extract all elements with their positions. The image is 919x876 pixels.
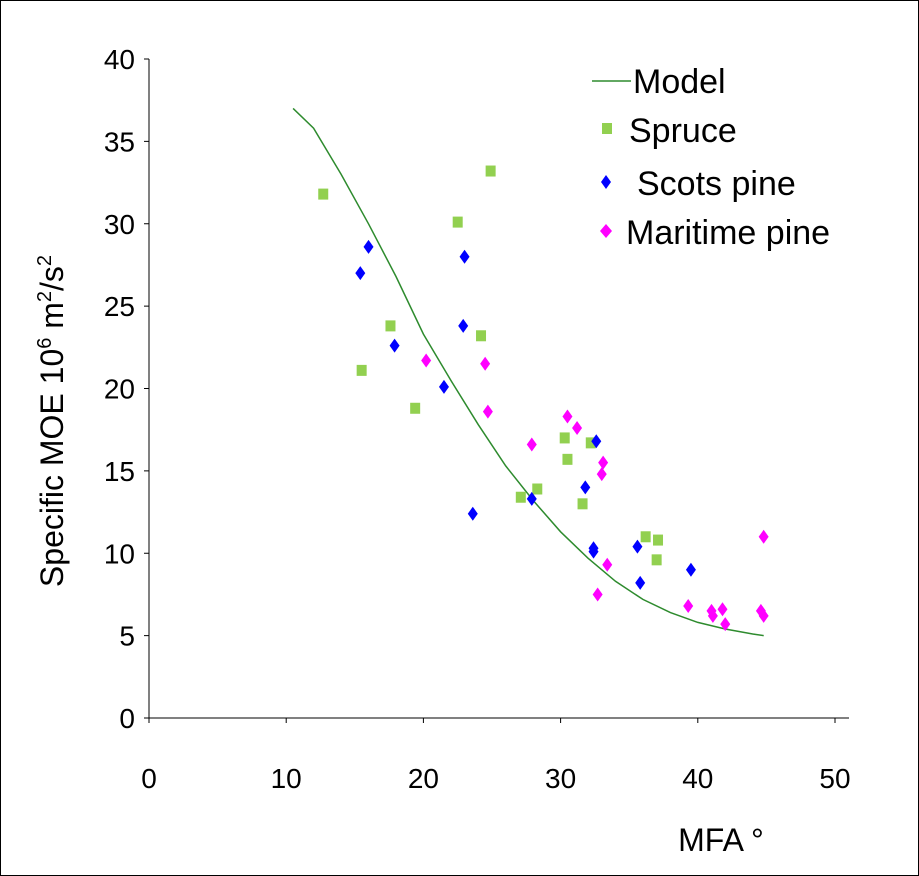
- maritime-pine-point: [480, 356, 491, 371]
- legend-maritime-pine-swatch: [600, 224, 612, 238]
- spruce-point: [585, 437, 596, 449]
- scots-pine-point: [685, 562, 696, 577]
- y-tick-label: 15: [104, 456, 135, 487]
- x-tick-label: 10: [271, 763, 302, 794]
- y-axis-label: Specific MOE 106 m2/s2: [34, 255, 70, 587]
- spruce-point: [653, 534, 664, 546]
- legend-scots-pine-label: Scots pine: [637, 165, 796, 203]
- x-tick-label: 0: [141, 763, 157, 794]
- scots-pine-point: [363, 239, 374, 254]
- scots-pine-point: [588, 544, 599, 559]
- x-axis-label: MFA °: [678, 822, 764, 858]
- maritime-pine-point: [720, 617, 731, 632]
- y-tick-label: 40: [104, 44, 135, 75]
- spruce-point: [651, 554, 662, 566]
- maritime-pine-point: [717, 602, 728, 617]
- legend-model-label: Model: [633, 63, 726, 101]
- scots-pine-point: [526, 491, 537, 506]
- y-axis-label-tail: /s: [34, 266, 70, 291]
- maritime-pine-point: [482, 404, 493, 419]
- maritime-pine-point: [602, 557, 613, 572]
- y-tick-label: 20: [104, 374, 135, 405]
- scots-pine-point: [438, 379, 449, 394]
- spruce-point: [476, 330, 487, 342]
- maritime-pine-point: [572, 421, 583, 436]
- y-tick-label: 35: [104, 126, 135, 157]
- maritime-pine-point: [596, 467, 607, 482]
- x-tick-label: 30: [545, 763, 576, 794]
- x-tick-label: 20: [408, 763, 439, 794]
- y-tick-label: 5: [119, 621, 135, 652]
- maritime-pine-point: [758, 608, 769, 623]
- y-axis-label-sup-2b: 2: [34, 255, 56, 266]
- y-tick-label: 25: [104, 291, 135, 322]
- x-tick-label: 40: [682, 763, 713, 794]
- maritime-pine-point: [526, 437, 537, 452]
- scots-pine-point: [355, 266, 366, 281]
- scots-pine-point: [467, 506, 478, 521]
- y-tick-label: 0: [119, 703, 135, 734]
- scots-pine-point: [591, 434, 602, 449]
- spruce-point: [562, 453, 573, 465]
- maritime-pine-point: [707, 608, 718, 623]
- y-tick-label: 30: [104, 209, 135, 240]
- legend: Model Spruce Scots pine Maritime pine: [592, 63, 830, 252]
- spruce-point: [452, 216, 463, 228]
- maritime-pine-point: [683, 598, 694, 613]
- y-axis-label-sup-2a: 2: [34, 291, 56, 302]
- spruce-point: [559, 432, 570, 444]
- spruce-point: [485, 165, 496, 177]
- maritime-pine-point: [598, 455, 609, 470]
- spruce-point: [532, 483, 543, 495]
- spruce-point: [577, 498, 588, 510]
- legend-spruce-label: Spruce: [629, 112, 737, 150]
- spruce-point: [515, 491, 526, 503]
- maritime-pine-point: [592, 587, 603, 602]
- scots-pine-point: [580, 480, 591, 495]
- scots-pine-point: [459, 249, 470, 264]
- legend-spruce-swatch: [602, 123, 612, 134]
- spruce-point: [356, 364, 367, 376]
- scots-pine-point: [635, 575, 646, 590]
- spruce-point: [318, 188, 329, 200]
- y-axis-label-sup-6: 6: [34, 338, 56, 349]
- spruce-point: [385, 320, 396, 332]
- legend-scots-pine-swatch: [601, 175, 611, 189]
- maritime-pine-point: [562, 409, 573, 424]
- x-tick-label: 50: [819, 763, 850, 794]
- x-ticks: 0 10 20 30 40 50: [141, 718, 851, 794]
- y-axis-label-main: Specific MOE 10: [34, 349, 70, 587]
- axes: [148, 59, 849, 719]
- scots-pine-point: [458, 318, 469, 333]
- maritime-pine-point: [421, 353, 432, 368]
- y-ticks: 0 5 10 15 20 25 30 35 40: [104, 44, 149, 734]
- legend-maritime-pine-label: Maritime pine: [626, 214, 830, 252]
- y-tick-label: 10: [104, 538, 135, 569]
- spruce-point: [640, 531, 651, 543]
- maritime-pine-point: [758, 529, 769, 544]
- data-markers: [318, 165, 769, 632]
- scots-pine-point: [389, 338, 400, 353]
- spruce-point: [410, 402, 421, 414]
- scots-pine-point: [632, 539, 643, 554]
- y-axis-label-unit: m: [34, 302, 70, 338]
